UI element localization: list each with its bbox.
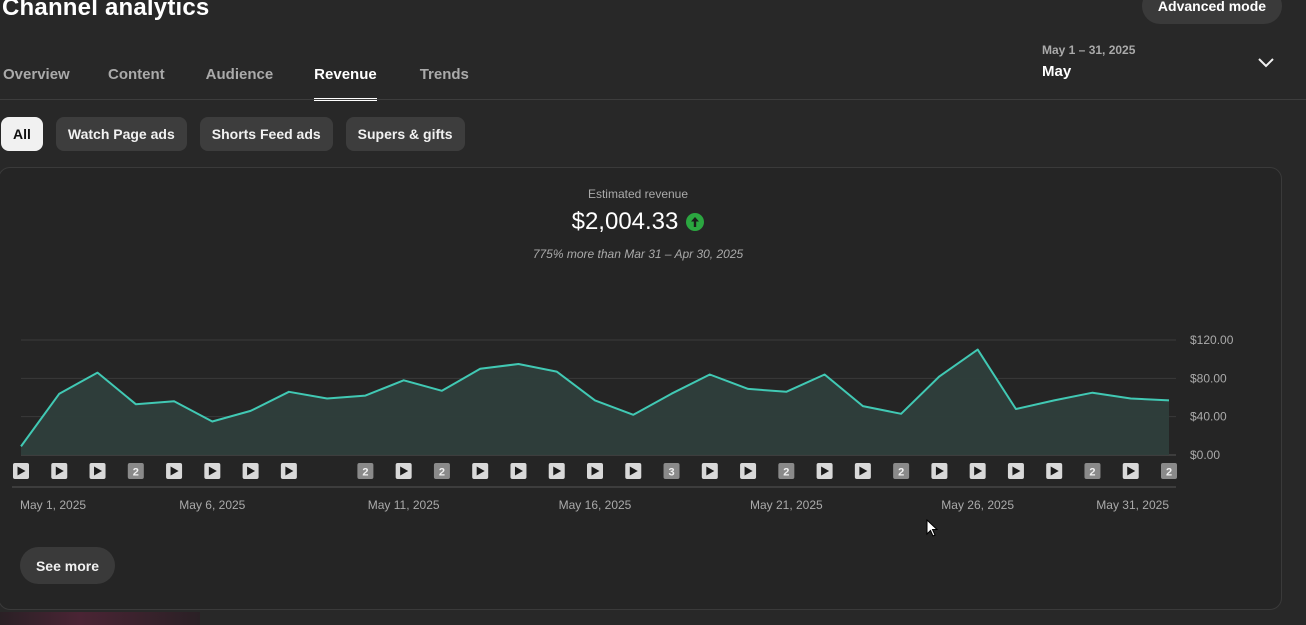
x-tick-label: May 26, 2025 [941,498,1014,512]
svg-text:2: 2 [1166,467,1172,479]
x-tick-label: May 11, 2025 [368,498,440,512]
mouse-cursor-icon [926,519,939,537]
video-play-marker[interactable] [1007,463,1024,479]
tab-audience[interactable]: Audience [205,66,274,83]
video-count-marker[interactable]: 2 [127,463,144,479]
metric-value: $2,004.33 [571,208,679,235]
video-play-marker[interactable] [395,463,412,479]
svg-text:2: 2 [783,467,789,479]
date-range-picker[interactable]: May 1 – 31, 2025 May [1042,43,1135,80]
chevron-down-icon[interactable] [1256,56,1276,70]
x-tick-label: May 31, 2025 [1096,498,1169,512]
video-play-marker[interactable] [1046,463,1063,479]
video-play-marker[interactable] [51,463,68,479]
video-count-marker[interactable]: 2 [893,463,910,479]
metric-comparison: 775% more than Mar 31 – Apr 30, 2025 [532,247,744,261]
chart-y-axis: $0.00 $40.00 $80.00 $120.00 [1190,333,1234,462]
video-play-marker[interactable] [587,463,603,479]
date-range-period: May [1042,63,1072,80]
tab-overview[interactable]: Overview [3,66,70,83]
chart-area-fill [21,349,1169,455]
svg-text:3: 3 [668,467,674,479]
video-play-marker[interactable] [548,463,565,479]
svg-text:2: 2 [898,467,904,479]
video-play-marker[interactable] [510,463,527,479]
arrow-up-icon [686,213,705,231]
y-tick-label: $0.00 [1190,448,1220,462]
tab-bar: Overview Content Audience Revenue Trends [0,55,469,101]
svg-text:2: 2 [439,467,445,479]
video-count-marker[interactable]: 2 [357,463,374,479]
video-play-marker[interactable] [242,463,259,479]
y-tick-label: $40.00 [1190,410,1227,424]
x-tick-label: May 21, 2025 [750,498,823,512]
video-play-marker[interactable] [969,463,986,479]
metric-label: Estimated revenue [587,187,689,201]
see-more-button[interactable]: See more [20,547,115,584]
revenue-card [0,167,1282,610]
video-play-marker[interactable] [89,463,106,479]
video-count-marker[interactable]: 2 [1161,463,1177,479]
video-play-marker[interactable] [854,463,871,479]
video-count-marker[interactable]: 2 [1084,463,1101,479]
video-play-marker[interactable] [931,463,948,479]
metric-value-row: $2,004.33 [0,208,1276,236]
video-play-marker[interactable] [701,463,718,479]
tab-trends[interactable]: Trends [419,66,469,83]
chip-supers-gifts[interactable]: Supers & gifts [345,117,465,151]
page-title: Channel analytics [2,0,210,21]
video-play-marker[interactable] [166,463,183,479]
svg-text:2: 2 [1089,467,1095,479]
chart-x-axis: May 1, 2025 May 6, 2025 May 11, 2025 May 16… [20,498,1169,512]
x-tick-label: May 1, 2025 [20,498,86,512]
video-play-marker[interactable] [13,463,29,479]
advanced-mode-button[interactable]: Advanced mode [1142,0,1282,24]
x-tick-label: May 6, 2025 [179,498,245,512]
bottom-edge-glow [0,612,200,625]
date-range-dates: May 1 – 31, 2025 [1042,43,1136,57]
revenue-filter-chips: All Watch Page ads Shorts Feed ads Super… [1,117,478,151]
y-tick-label: $80.00 [1190,371,1227,385]
video-count-marker[interactable]: 2 [433,463,450,479]
tab-divider [0,99,1306,100]
video-play-marker[interactable] [204,463,221,479]
y-tick-label: $120.00 [1190,333,1234,347]
video-play-marker[interactable] [816,463,833,479]
chip-all[interactable]: All [1,117,43,151]
video-count-marker[interactable]: 3 [663,463,680,479]
video-play-marker[interactable] [280,463,297,479]
chip-watch-page-ads[interactable]: Watch Page ads [55,117,187,151]
x-tick-label: May 16, 2025 [559,498,632,512]
video-play-marker[interactable] [740,463,757,479]
chip-shorts-feed-ads[interactable]: Shorts Feed ads [199,117,333,151]
tab-revenue[interactable]: Revenue [314,55,377,101]
video-play-marker[interactable] [625,463,642,479]
video-markers: 2 2 2 3 2 2 2 2 [13,463,1177,479]
video-count-marker[interactable]: 2 [778,463,795,479]
svg-text:2: 2 [362,467,368,479]
chart-series-line [20,348,1170,447]
svg-text:2: 2 [133,467,139,479]
revenue-chart: $0.00 $40.00 $80.00 $120.00 2 2 2 3 2 2 2 2 May 1,… [12,333,1234,512]
video-play-marker[interactable] [1122,463,1139,479]
tab-content[interactable]: Content [108,66,165,83]
video-play-marker[interactable] [472,463,489,479]
